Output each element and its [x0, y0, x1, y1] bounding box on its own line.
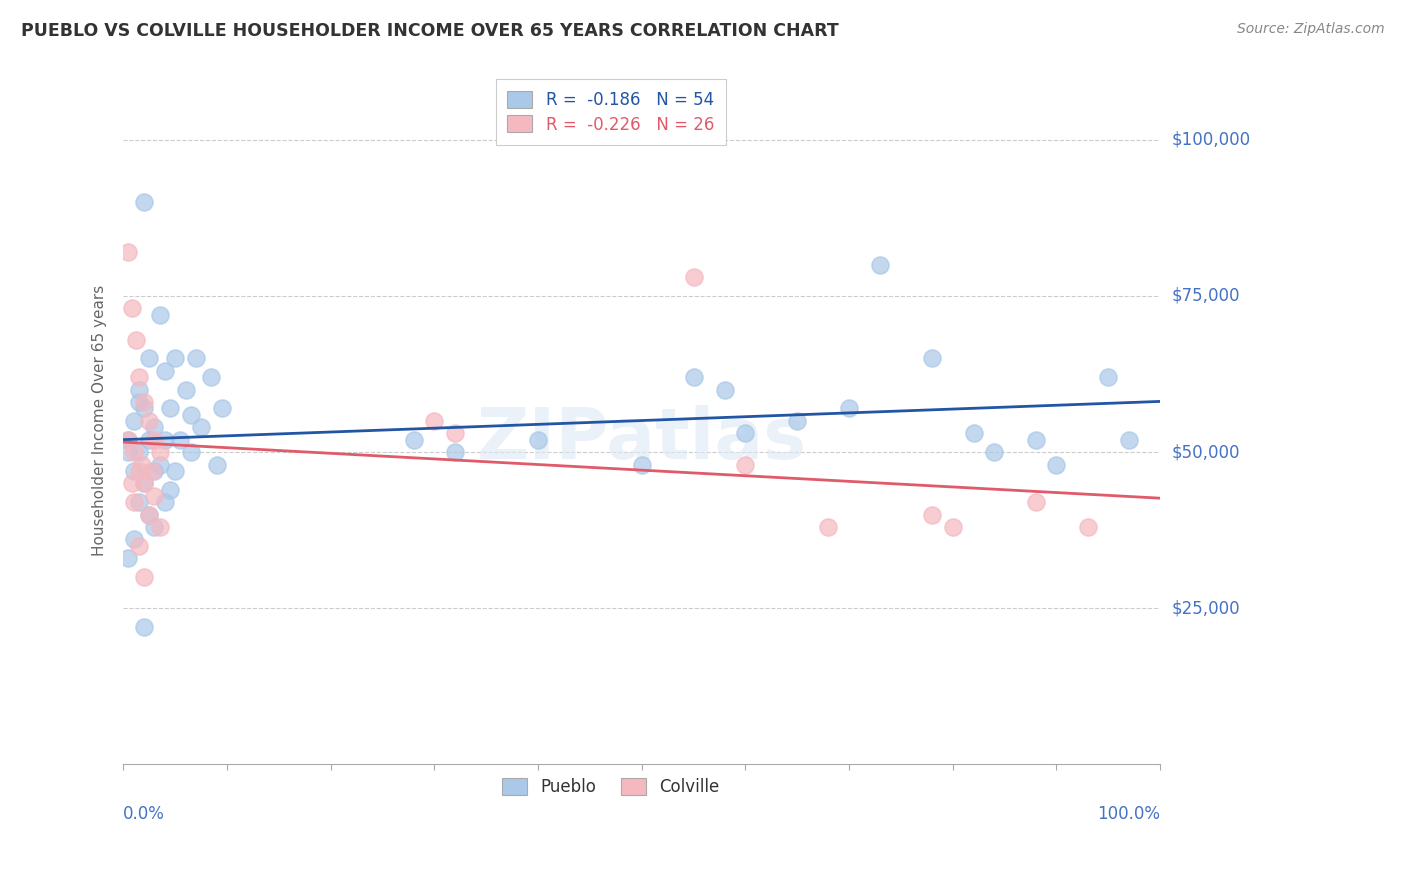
Point — [527, 433, 550, 447]
Point — [190, 420, 212, 434]
Point — [122, 464, 145, 478]
Point — [128, 495, 150, 509]
Point — [149, 520, 172, 534]
Point — [121, 476, 143, 491]
Point — [138, 433, 160, 447]
Point — [117, 551, 139, 566]
Point — [1025, 495, 1047, 509]
Point — [180, 445, 202, 459]
Point — [983, 445, 1005, 459]
Text: 0.0%: 0.0% — [124, 805, 165, 823]
Text: PUEBLO VS COLVILLE HOUSEHOLDER INCOME OVER 65 YEARS CORRELATION CHART: PUEBLO VS COLVILLE HOUSEHOLDER INCOME OV… — [21, 22, 839, 40]
Point — [143, 489, 166, 503]
Point — [132, 395, 155, 409]
Point — [713, 383, 735, 397]
Point — [125, 333, 148, 347]
Point — [682, 370, 704, 384]
Point — [1077, 520, 1099, 534]
Point — [734, 426, 756, 441]
Text: 100.0%: 100.0% — [1097, 805, 1160, 823]
Point — [444, 426, 467, 441]
Point — [122, 445, 145, 459]
Point — [153, 364, 176, 378]
Point — [128, 464, 150, 478]
Text: $100,000: $100,000 — [1171, 131, 1250, 149]
Point — [165, 351, 187, 366]
Point — [122, 414, 145, 428]
Point — [734, 458, 756, 472]
Point — [122, 533, 145, 547]
Point — [169, 433, 191, 447]
Point — [117, 445, 139, 459]
Point — [128, 539, 150, 553]
Text: $50,000: $50,000 — [1171, 443, 1240, 461]
Point — [200, 370, 222, 384]
Point — [1118, 433, 1140, 447]
Point — [159, 401, 181, 416]
Point — [942, 520, 965, 534]
Point — [132, 476, 155, 491]
Point — [402, 433, 425, 447]
Point — [132, 476, 155, 491]
Point — [165, 464, 187, 478]
Point — [962, 426, 984, 441]
Point — [132, 620, 155, 634]
Point — [149, 458, 172, 472]
Point — [141, 464, 163, 478]
Legend: Pueblo, Colville: Pueblo, Colville — [491, 766, 731, 807]
Point — [128, 445, 150, 459]
Point — [149, 308, 172, 322]
Point — [682, 270, 704, 285]
Point — [138, 414, 160, 428]
Point — [153, 433, 176, 447]
Point — [184, 351, 207, 366]
Point — [149, 445, 172, 459]
Point — [174, 383, 197, 397]
Point — [143, 433, 166, 447]
Point — [1097, 370, 1119, 384]
Point — [817, 520, 839, 534]
Point — [630, 458, 652, 472]
Point — [1045, 458, 1067, 472]
Point — [128, 383, 150, 397]
Point — [138, 508, 160, 522]
Point — [138, 351, 160, 366]
Point — [143, 520, 166, 534]
Point — [159, 483, 181, 497]
Point — [132, 195, 155, 210]
Point — [205, 458, 228, 472]
Text: ZIPatlas: ZIPatlas — [477, 405, 807, 474]
Point — [132, 401, 155, 416]
Text: $75,000: $75,000 — [1171, 287, 1240, 305]
Text: Source: ZipAtlas.com: Source: ZipAtlas.com — [1237, 22, 1385, 37]
Point — [153, 495, 176, 509]
Point — [786, 414, 808, 428]
Point — [143, 464, 166, 478]
Point — [121, 301, 143, 316]
Point — [128, 395, 150, 409]
Point — [143, 420, 166, 434]
Point — [117, 245, 139, 260]
Point — [117, 433, 139, 447]
Point — [921, 508, 943, 522]
Point — [921, 351, 943, 366]
Y-axis label: Householder Income Over 65 years: Householder Income Over 65 years — [93, 285, 107, 557]
Point — [838, 401, 860, 416]
Point — [138, 508, 160, 522]
Point — [132, 570, 155, 584]
Point — [131, 458, 153, 472]
Point — [423, 414, 446, 428]
Point — [180, 408, 202, 422]
Point — [444, 445, 467, 459]
Text: $25,000: $25,000 — [1171, 599, 1240, 617]
Point — [117, 433, 139, 447]
Point — [869, 258, 891, 272]
Point — [122, 495, 145, 509]
Point — [211, 401, 233, 416]
Point — [128, 370, 150, 384]
Point — [1025, 433, 1047, 447]
